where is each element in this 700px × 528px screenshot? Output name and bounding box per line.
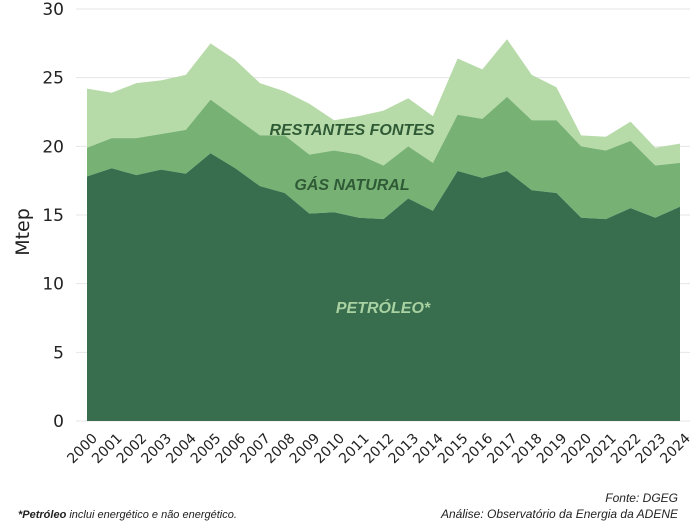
source-credit: Fonte: DGEG Análise: Observatório da Ene… bbox=[441, 490, 678, 522]
y-tick-label: 10 bbox=[42, 275, 64, 295]
x-axis-ticks: 2000200120022003200420052006200720082009… bbox=[64, 431, 694, 468]
series-label-gas-natural: GÁS NATURAL bbox=[294, 175, 409, 194]
area-series bbox=[87, 39, 680, 421]
y-tick-label: 30 bbox=[42, 0, 64, 20]
footnote-text: inclui energético e não energético. bbox=[66, 509, 237, 521]
y-tick-label: 15 bbox=[42, 206, 64, 226]
footnote: *Petróleo inclui energético e não energé… bbox=[18, 509, 237, 521]
y-tick-label: 20 bbox=[42, 137, 64, 157]
y-tick-label: 25 bbox=[42, 69, 64, 89]
y-tick-label: 5 bbox=[53, 343, 64, 363]
y-axis-label: Mtep bbox=[12, 208, 34, 256]
series-label-restantes-fontes: RESTANTES FONTES bbox=[269, 122, 434, 139]
source-line: Fonte: DGEG bbox=[605, 491, 678, 505]
footnote-bold: *Petróleo bbox=[18, 509, 67, 521]
y-tick-label: 0 bbox=[53, 412, 64, 432]
area-g-s-natural bbox=[87, 96, 680, 220]
y-axis-ticks: 0 5 10 15 20 25 30 bbox=[42, 0, 64, 432]
area-restantes-fontes bbox=[87, 39, 680, 166]
area-petr-leo bbox=[87, 153, 680, 421]
series-label-petroleo: PETRÓLEO* bbox=[336, 298, 431, 317]
analysis-line: Análise: Observatório da Energia da ADEN… bbox=[440, 507, 678, 521]
